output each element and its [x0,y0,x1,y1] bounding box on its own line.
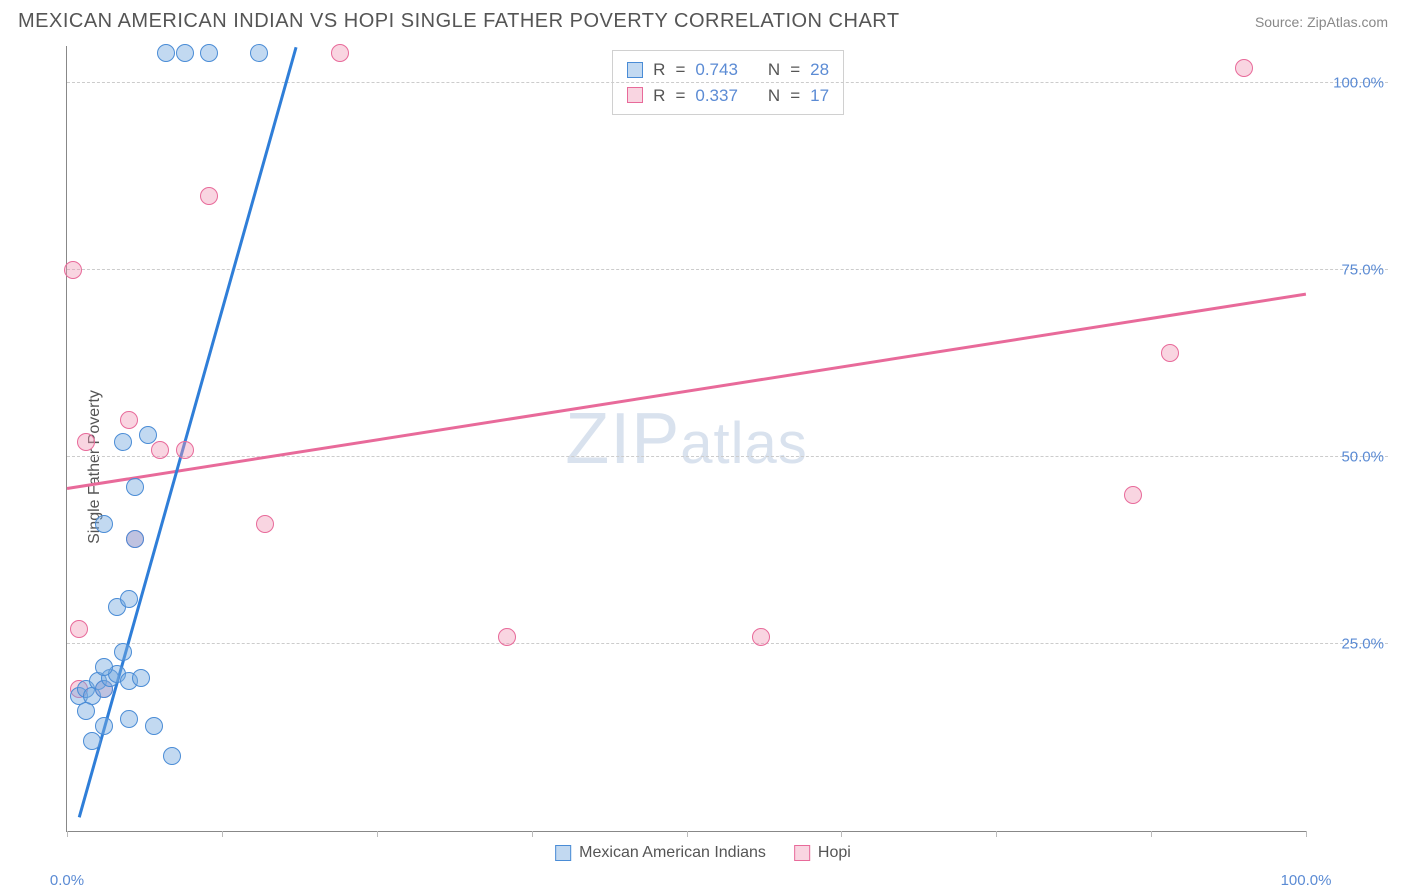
data-point-hopi [1161,344,1179,362]
x-tick [1306,831,1307,837]
data-point-mexican [95,515,113,533]
data-point-hopi [70,620,88,638]
data-point-hopi [331,44,349,62]
watermark-text: ZIPatlas [565,398,808,480]
swatch-hopi [794,845,810,861]
data-point-hopi [752,628,770,646]
x-tick [841,831,842,837]
x-tick-label: 100.0% [1281,872,1332,889]
source-attribution: Source: ZipAtlas.com [1255,14,1388,30]
swatch-mexican [627,62,643,78]
legend-label-hopi: Hopi [818,844,851,862]
data-point-mexican [77,702,95,720]
source-name: ZipAtlas.com [1307,14,1388,30]
data-point-mexican [200,44,218,62]
x-tick [996,831,997,837]
data-point-hopi [256,515,274,533]
stats-row-hopi: R = 0.337 N = 17 [627,83,829,109]
r-value-hopi: 0.337 [695,83,738,109]
n-value-hopi: 17 [810,83,829,109]
data-point-mexican [114,643,132,661]
eq-sign: = [675,83,685,109]
x-tick [1151,831,1152,837]
y-tick-label: 75.0% [1341,262,1384,279]
chart-title: MEXICAN AMERICAN INDIAN VS HOPI SINGLE F… [18,10,900,33]
data-point-mexican [132,669,150,687]
data-point-mexican [120,590,138,608]
r-value-mexican: 0.743 [695,57,738,83]
gridline [67,269,1388,270]
data-point-hopi [151,441,169,459]
n-label: N [768,57,780,83]
chart-header: MEXICAN AMERICAN INDIAN VS HOPI SINGLE F… [0,0,1406,39]
data-point-hopi [498,628,516,646]
eq-sign: = [790,83,800,109]
data-point-mexican [120,710,138,728]
data-point-mexican [157,44,175,62]
gridline [67,82,1388,83]
legend-item-hopi: Hopi [794,844,851,862]
data-point-mexican [126,530,144,548]
data-point-mexican [114,433,132,451]
n-label: N [768,83,780,109]
data-point-hopi [1235,59,1253,77]
data-point-hopi [120,411,138,429]
y-tick-label: 100.0% [1333,75,1384,92]
r-label: R [653,83,665,109]
data-point-mexican [83,732,101,750]
x-tick [377,831,378,837]
data-point-hopi [77,433,95,451]
source-prefix: Source: [1255,14,1307,30]
data-point-mexican [95,717,113,735]
y-tick-label: 50.0% [1341,449,1384,466]
chart-container: Single Father Poverty ZIPatlas R = 0.743… [18,42,1388,892]
eq-sign: = [675,57,685,83]
n-value-mexican: 28 [810,57,829,83]
data-point-mexican [176,44,194,62]
data-point-hopi [176,441,194,459]
trend-line-mexican [78,47,297,818]
data-point-hopi [1124,486,1142,504]
data-point-mexican [250,44,268,62]
r-label: R [653,57,665,83]
swatch-hopi [627,87,643,103]
x-tick [67,831,68,837]
stats-row-mexican: R = 0.743 N = 28 [627,57,829,83]
data-point-hopi [200,187,218,205]
plot-area: ZIPatlas R = 0.743 N = 28 R = 0.337 N = [66,46,1306,832]
y-tick-label: 25.0% [1341,636,1384,653]
legend-item-mexican: Mexican American Indians [555,844,766,862]
bottom-legend: Mexican American Indians Hopi [555,844,851,862]
data-point-mexican [145,717,163,735]
data-point-mexican [126,478,144,496]
x-tick [687,831,688,837]
data-point-mexican [95,658,113,676]
eq-sign: = [790,57,800,83]
data-point-mexican [163,747,181,765]
swatch-mexican [555,845,571,861]
gridline [67,643,1388,644]
x-tick [532,831,533,837]
legend-label-mexican: Mexican American Indians [579,844,766,862]
x-tick [222,831,223,837]
data-point-mexican [139,426,157,444]
x-tick-label: 0.0% [50,872,84,889]
trend-line-hopi [67,293,1306,490]
data-point-hopi [64,261,82,279]
